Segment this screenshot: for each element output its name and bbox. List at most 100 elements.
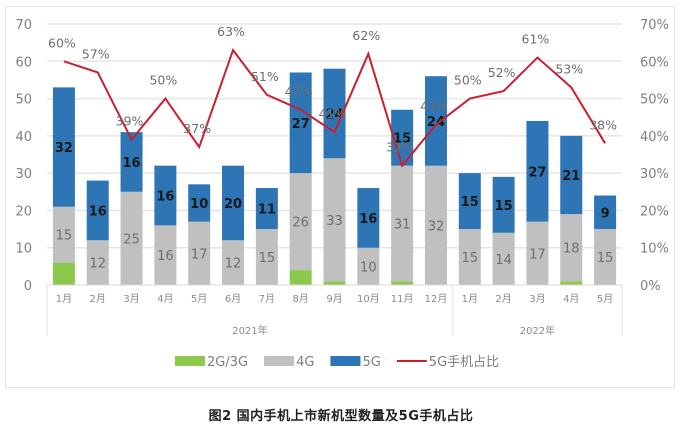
share-label: 52% xyxy=(488,65,516,80)
bar-label-4g: 15 xyxy=(259,251,276,266)
bar-5g xyxy=(526,120,549,222)
bar-5g xyxy=(492,176,515,233)
y-right-tick: 50% xyxy=(640,93,669,108)
bar-4g xyxy=(424,165,447,285)
bar-5g xyxy=(52,87,75,207)
bar-5g xyxy=(289,72,312,174)
bar-label-5g: 27 xyxy=(528,165,546,180)
bar-4g xyxy=(492,232,515,285)
share-label: 38% xyxy=(589,117,617,132)
x-tick: 6月 xyxy=(225,293,241,305)
figure-caption: 图2 国内手机上市新机型数量及5G手机占比 xyxy=(208,409,474,424)
share-label: 62% xyxy=(352,28,380,43)
bar-label-5g: 24 xyxy=(325,107,343,122)
bar-5g xyxy=(323,68,346,159)
x-tick: 3月 xyxy=(123,293,139,305)
share-label: 50% xyxy=(149,73,177,88)
legend-label: 2G/3G xyxy=(207,355,248,370)
x-tick: 1月 xyxy=(56,293,72,305)
bar-label-5g: 10 xyxy=(190,197,208,212)
bar-label-5g: 16 xyxy=(359,212,377,227)
bar-5g xyxy=(120,132,143,192)
share-line xyxy=(63,48,606,168)
y-right-tick: 60% xyxy=(640,55,669,70)
bar-label-4g: 16 xyxy=(157,249,174,264)
bar-label-5g: 15 xyxy=(461,195,479,210)
bar-4g xyxy=(594,229,617,285)
bar-5g xyxy=(391,109,414,166)
bar-4g xyxy=(120,191,143,285)
bar-2g-3g xyxy=(323,281,346,285)
x-tick: 9月 xyxy=(326,293,342,305)
bar-5g xyxy=(594,195,617,230)
y-left-tick: 70 xyxy=(15,18,32,33)
bar-label-4g: 14 xyxy=(495,253,512,268)
bar-5g xyxy=(222,165,245,241)
bar-label-4g: 15 xyxy=(597,251,614,266)
bar-5g xyxy=(154,165,177,226)
share-label: 47% xyxy=(285,84,313,99)
x-group-label: 2021年 xyxy=(232,324,267,337)
y-left-tick: 20 xyxy=(15,204,32,219)
x-tick: 2月 xyxy=(495,293,511,305)
bar-label-5g: 16 xyxy=(123,156,141,171)
y-left-tick: 40 xyxy=(15,130,32,145)
bar-2g-3g xyxy=(52,262,75,285)
bar-5g xyxy=(357,188,380,248)
bar-4g xyxy=(560,214,583,282)
bar-label-5g: 21 xyxy=(562,169,580,184)
share-label: 39% xyxy=(116,114,144,129)
x-tick: 8月 xyxy=(292,293,308,305)
bar-label-5g: 32 xyxy=(55,141,73,156)
bar-label-5g: 27 xyxy=(292,117,310,132)
legend-label: 5G xyxy=(362,355,380,370)
bar-4g xyxy=(458,229,481,285)
share-label: 37% xyxy=(183,121,211,136)
bar-4g xyxy=(391,165,414,282)
y-left-tick: 60 xyxy=(15,55,32,70)
share-label: 51% xyxy=(251,69,279,84)
bar-label-4g: 26 xyxy=(292,216,309,231)
bar-4g xyxy=(154,225,177,285)
share-label: 50% xyxy=(454,73,482,88)
legend-swatch xyxy=(175,356,205,366)
bar-4g xyxy=(222,240,245,285)
bar-label-4g: 12 xyxy=(89,257,106,272)
x-tick: 12月 xyxy=(425,293,448,305)
bar-label-5g: 15 xyxy=(495,199,513,214)
x-tick: 3月 xyxy=(529,293,545,305)
y-left-tick: 50 xyxy=(15,93,32,108)
bar-2g-3g xyxy=(289,270,312,285)
bar-label-4g: 18 xyxy=(563,242,580,257)
bar-label-4g: 12 xyxy=(225,257,242,272)
y-right-tick: 70% xyxy=(640,18,669,33)
y-left-tick: 0 xyxy=(24,279,32,294)
bar-label-4g: 15 xyxy=(462,251,479,266)
legend-label: 5G手机占比 xyxy=(429,355,499,370)
x-tick: 2月 xyxy=(90,293,106,305)
x-group-label: 2022年 xyxy=(520,324,555,337)
x-tick: 10月 xyxy=(357,293,380,305)
x-tick: 4月 xyxy=(157,293,173,305)
legend-swatch xyxy=(330,356,361,366)
bar-5g xyxy=(560,135,583,215)
share-label: 53% xyxy=(555,61,583,76)
bar-5g xyxy=(458,173,481,230)
bar-label-5g: 24 xyxy=(427,115,445,130)
bar-4g xyxy=(188,221,211,285)
bar-5g xyxy=(86,180,109,241)
bar-4g xyxy=(86,240,109,285)
bar-5g xyxy=(424,76,447,166)
share-label: 63% xyxy=(217,24,245,39)
bar-label-4g: 15 xyxy=(56,229,73,244)
bar-label-5g: 11 xyxy=(258,203,276,218)
bar-2g-3g xyxy=(391,281,414,285)
x-tick: 1月 xyxy=(462,293,478,305)
bar-2g-3g xyxy=(560,281,583,285)
y-right-tick: 30% xyxy=(640,167,669,182)
x-tick: 11月 xyxy=(391,293,414,305)
x-tick: 7月 xyxy=(259,293,275,305)
x-tick: 5月 xyxy=(191,293,207,305)
bar-label-4g: 17 xyxy=(191,247,208,262)
bar-4g xyxy=(289,173,312,271)
